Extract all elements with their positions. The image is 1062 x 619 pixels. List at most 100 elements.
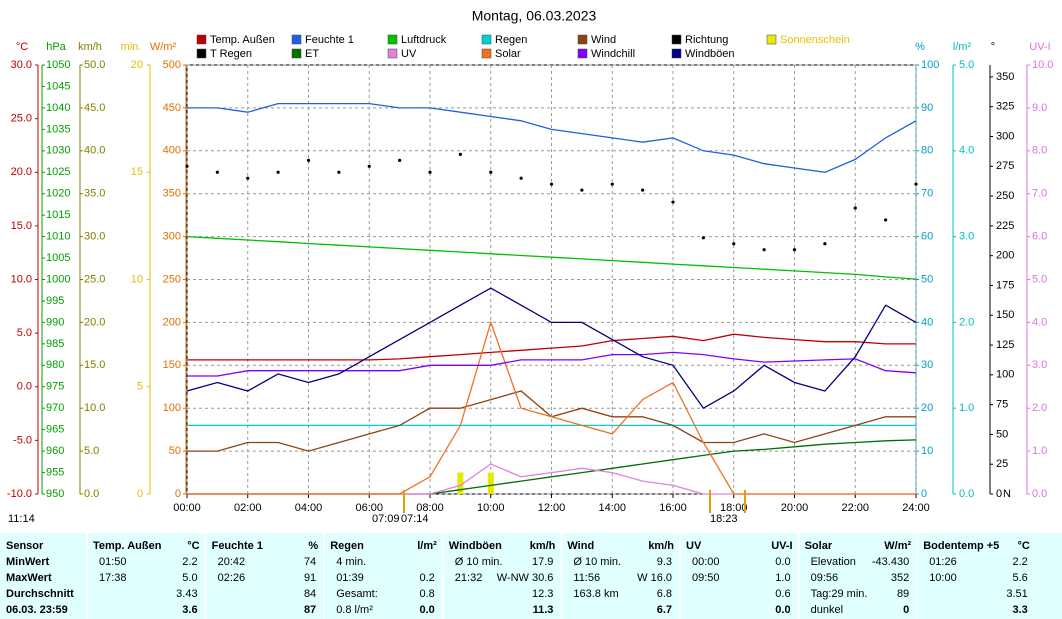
y-tick-label: -5.0 — [13, 434, 32, 446]
y-tick-label: 40.0 — [84, 145, 105, 157]
y-tick-label: 1050 — [46, 59, 70, 71]
cell-label: 163.8 km — [573, 588, 618, 600]
legend-swatch — [481, 34, 492, 45]
column-header: UV — [686, 540, 702, 552]
y-tick-label: 980 — [46, 359, 64, 371]
row-label: MinWert — [6, 556, 50, 568]
y-tick-label: 125 — [996, 339, 1014, 351]
y-tick-label: 350 — [996, 71, 1014, 83]
cell-label: 01:50 — [99, 556, 127, 568]
cell-value: W-NW 30.6 — [497, 572, 554, 584]
legend-label: Temp. Außen — [210, 34, 275, 46]
cell-label: 4 min. — [336, 556, 366, 568]
legend-swatch — [671, 48, 682, 59]
legend-label: Regen — [495, 34, 527, 46]
cell-value: 352 — [891, 572, 909, 584]
axis-unit: °C — [16, 41, 28, 53]
legend-label: ET — [305, 48, 319, 60]
y-tick-label: 300 — [996, 130, 1014, 142]
direction-point — [246, 176, 250, 180]
y-tick-label: 20 — [131, 59, 143, 71]
direction-point — [428, 170, 432, 174]
y-tick-label: 1010 — [46, 231, 70, 243]
y-tick-label: 2.0 — [1032, 402, 1047, 414]
legend-label: Solar — [495, 48, 521, 60]
x-tick-label: 24:00 — [902, 502, 930, 514]
x-tick-label: 16:00 — [659, 502, 687, 514]
direction-point — [398, 158, 402, 162]
y-tick-label: 10.0 — [84, 402, 105, 414]
y-tick-label: 990 — [46, 316, 64, 328]
cell-value: 3.3 — [1013, 604, 1028, 616]
y-tick-label: 45.0 — [84, 102, 105, 114]
direction-point — [185, 164, 189, 168]
y-tick-label: -10.0 — [7, 488, 32, 500]
y-tick-label: 970 — [46, 402, 64, 414]
y-tick-label: 80 — [921, 145, 933, 157]
series-line — [187, 320, 916, 495]
cell-value: 89 — [897, 588, 909, 600]
y-tick-label: 975 — [46, 381, 64, 393]
legend-swatch — [577, 34, 588, 45]
column-header: Wind — [567, 540, 594, 552]
cell-label: Elevation — [811, 556, 856, 568]
cell-value: 5.6 — [1013, 572, 1028, 584]
y-tick-label: 10.0 — [11, 273, 32, 285]
direction-point — [306, 158, 311, 162]
column-header: Windböen — [449, 540, 502, 552]
x-tick-label: 06:00 — [355, 502, 383, 514]
y-tick-label: 350 — [163, 188, 181, 200]
y-tick-label: 60 — [921, 231, 933, 243]
y-tick-label: 6.0 — [1032, 231, 1047, 243]
direction-point — [519, 176, 523, 180]
y-tick-label: 950 — [46, 488, 64, 500]
y-tick-label: 150 — [996, 309, 1014, 321]
cell-value: -43.430 — [872, 556, 909, 568]
cell-value: 9.3 — [657, 556, 672, 568]
cell-value: 2.2 — [1013, 556, 1028, 568]
y-tick-label: 225 — [996, 220, 1014, 232]
table-header: Sensor — [6, 540, 44, 552]
cell-value: 87 — [304, 604, 316, 616]
direction-point — [276, 170, 280, 174]
cell-value: 0 — [903, 604, 909, 616]
y-tick-label: 960 — [46, 445, 64, 457]
y-tick-label: 100 — [163, 402, 181, 414]
y-tick-label: 20 — [921, 402, 933, 414]
direction-point — [671, 200, 675, 204]
y-tick-label: 30.0 — [84, 231, 105, 243]
column-unit: l/m² — [417, 540, 437, 552]
legend-swatch — [387, 34, 398, 45]
legend-label: Richtung — [685, 34, 728, 46]
direction-point — [580, 188, 584, 192]
y-tick-label: 10 — [921, 445, 933, 457]
y-tick-label: 985 — [46, 338, 64, 350]
column-unit: % — [308, 540, 318, 552]
x-tick-label: 08:00 — [416, 502, 444, 514]
y-tick-label: 1045 — [46, 80, 70, 92]
y-tick-label: 3.0 — [1032, 359, 1047, 371]
cell-label: 09:56 — [811, 572, 839, 584]
y-tick-label: 100 — [921, 59, 939, 71]
cell-label: 11:56 — [573, 572, 600, 584]
y-tick-label: 1000 — [46, 273, 70, 285]
x-tick-label: 04:00 — [295, 502, 323, 514]
y-tick-label: 25.0 — [11, 113, 32, 125]
legend-label: Luftdruck — [401, 34, 447, 46]
y-tick-label: 5.0 — [84, 445, 99, 457]
x-tick-label: 00:00 — [173, 502, 201, 514]
cell-label: 21:32 — [455, 572, 483, 584]
y-tick-label: 250 — [996, 190, 1014, 202]
y-tick-label: 4.0 — [1032, 316, 1047, 328]
column-header: Solar — [805, 540, 833, 552]
series-line — [187, 333, 916, 361]
annotation: 18:23 — [710, 513, 738, 525]
y-tick-label: 275 — [996, 160, 1014, 172]
y-tick-label: 25 — [996, 458, 1008, 470]
direction-point — [549, 182, 554, 186]
legend-swatch — [291, 48, 302, 59]
cell-value: 6.7 — [657, 604, 672, 616]
legend-swatch — [481, 48, 492, 59]
cell-value: 0.0 — [775, 604, 790, 616]
